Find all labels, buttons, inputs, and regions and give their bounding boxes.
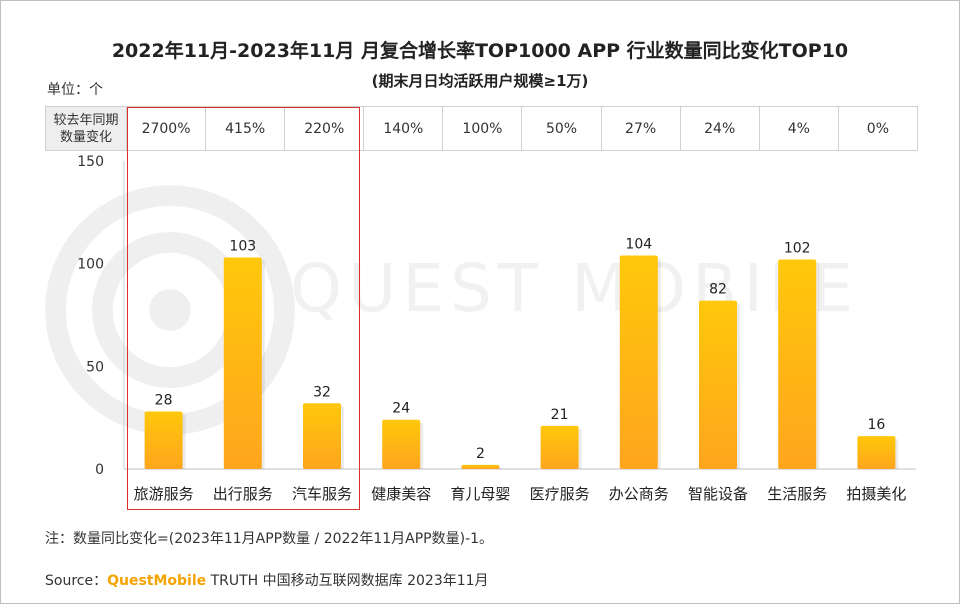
x-tick-label: 智能设备 — [688, 485, 748, 503]
x-tick-label: 拍摄美化 — [846, 485, 906, 503]
footnote: 注：数量同比变化=(2023年11月APP数量 / 2022年11月APP数量)… — [45, 531, 494, 547]
source-prefix: Source： — [45, 573, 108, 589]
x-tick-label: 育儿母婴 — [450, 485, 510, 503]
chart-subtitle: (期末月日均活跃用户规模≥1万) — [371, 72, 589, 90]
y-tick-label: 0 — [95, 462, 104, 478]
x-tick-label: 汽车服务 — [292, 485, 352, 503]
bar-value-label: 102 — [784, 241, 811, 257]
bar-value-label: 103 — [229, 239, 256, 255]
growth-cell: 2700% — [127, 107, 207, 150]
bar-value-label: 82 — [709, 282, 727, 298]
x-tick-label: 生活服务 — [767, 485, 827, 503]
bar-value-label: 21 — [551, 407, 569, 423]
source-line: Source：QuestMobile TRUTH 中国移动互联网数据库 2023… — [45, 570, 489, 590]
growth-cell: 100% — [443, 107, 523, 150]
bar — [778, 259, 817, 469]
growth-cell: 0% — [866, 120, 889, 137]
growth-values-row: 2700% 415% 220% 140% 100% 50% 27% 24% 4%… — [127, 107, 917, 150]
bar — [699, 300, 737, 469]
bar — [382, 419, 421, 469]
growth-cell: 4% — [760, 107, 839, 150]
growth-header-line-1: 较去年同期 — [53, 112, 119, 128]
growth-table: 较去年同期 数量变化 2700% 415% 220% 140% 100% 50%… — [45, 106, 918, 151]
y-tick-label: 50 — [86, 359, 104, 375]
bar — [144, 411, 183, 469]
bar — [619, 255, 658, 469]
x-tick-label: 办公商务 — [609, 485, 669, 503]
bar-value-label: 2 — [476, 446, 485, 462]
source-brand: QuestMobile — [107, 573, 207, 589]
growth-cell: 24% — [681, 107, 760, 150]
bar-value-label: 24 — [392, 401, 410, 417]
growth-header-line-2: 数量变化 — [59, 129, 112, 145]
growth-table-header: 较去年同期 数量变化 — [46, 107, 127, 150]
bar-value-label: 32 — [313, 384, 331, 400]
growth-cell: 27% — [602, 107, 681, 150]
x-tick-label: 出行服务 — [213, 485, 273, 503]
bar — [540, 425, 579, 469]
bar-value-label: 104 — [625, 236, 652, 252]
growth-cell: 220% — [285, 107, 365, 150]
source-suffix: TRUTH 中国移动互联网数据库 2023年11月 — [206, 573, 489, 589]
bar — [857, 436, 896, 469]
bar — [223, 257, 262, 469]
chart-title: 2022年11月-2023年11月 月复合增长率TOP1000 APP 行业数量… — [111, 40, 849, 62]
y-tick-label: 150 — [77, 154, 104, 170]
y-tick-label: 100 — [77, 257, 104, 273]
unit-label: 单位：个 — [47, 82, 103, 98]
bar — [303, 403, 341, 469]
bar-value-label: 28 — [155, 393, 173, 409]
bar — [461, 464, 500, 469]
x-tick-label: 旅游服务 — [134, 485, 194, 503]
growth-cell: 50% — [522, 107, 602, 150]
growth-cell: 415% — [206, 107, 286, 150]
x-tick-label: 健康美容 — [371, 485, 431, 503]
x-tick-label: 医疗服务 — [530, 485, 590, 503]
growth-cell: 140% — [364, 107, 444, 150]
bar-value-label: 16 — [867, 417, 885, 433]
